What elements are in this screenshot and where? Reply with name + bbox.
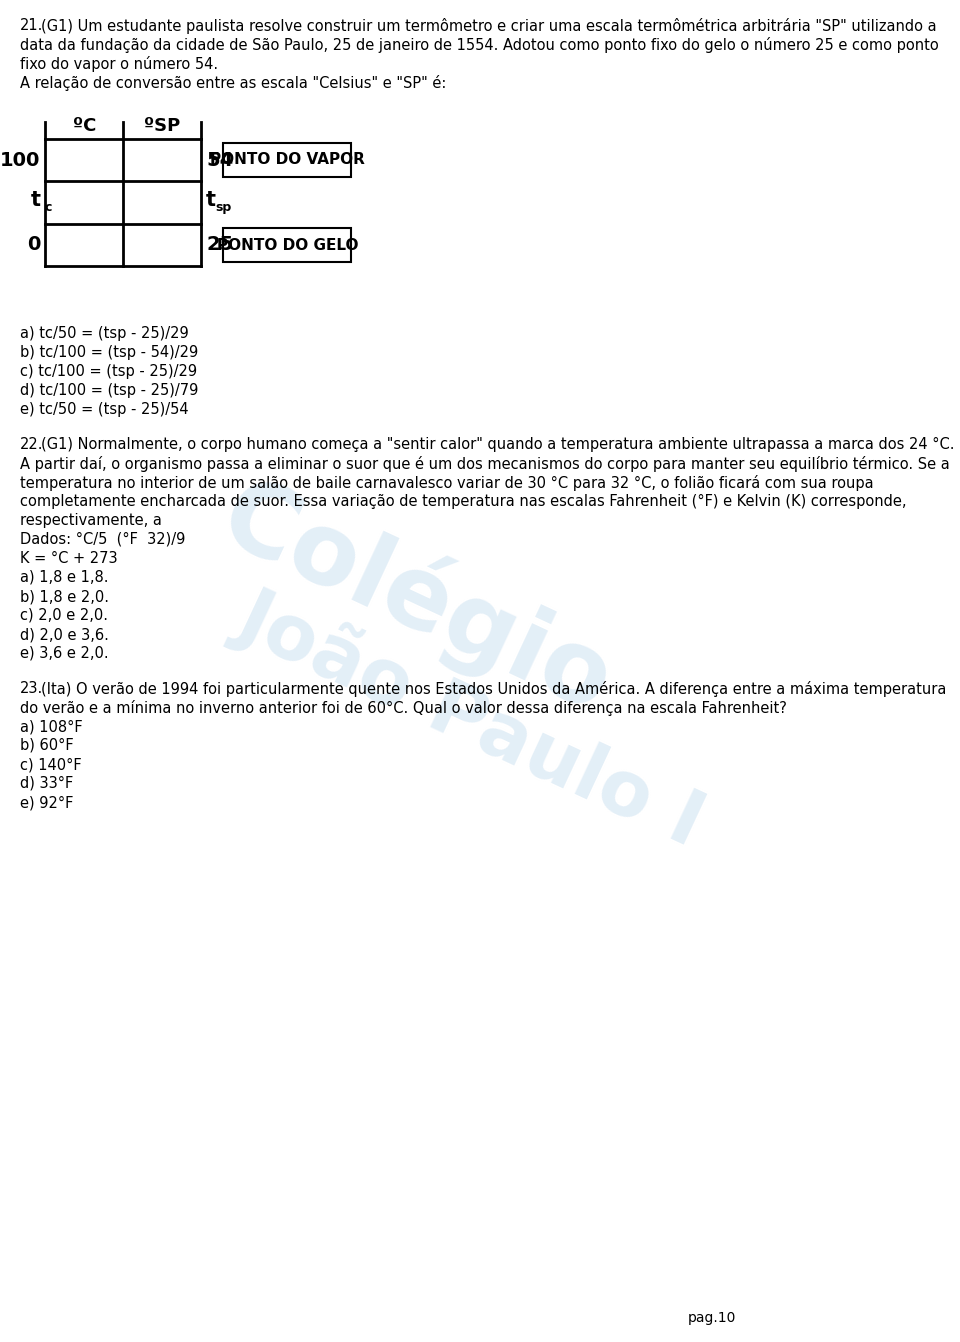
Text: 23.: 23.	[19, 680, 43, 696]
Text: a) 108°F: a) 108°F	[19, 719, 83, 734]
Text: fixo do vapor o número 54.: fixo do vapor o número 54.	[19, 56, 218, 72]
Text: temperatura no interior de um salão de baile carnavalesco variar de 30 °C para 3: temperatura no interior de um salão de b…	[19, 475, 874, 491]
Text: 0: 0	[27, 235, 40, 255]
Text: e) 92°F: e) 92°F	[19, 794, 73, 811]
Text: b) 60°F: b) 60°F	[19, 738, 73, 753]
Text: (G1) Normalmente, o corpo humano começa a "sentir calor" quando a temperatura am: (G1) Normalmente, o corpo humano começa …	[41, 437, 955, 452]
Text: do verão e a mínima no inverno anterior foi de 60°C. Qual o valor dessa diferenç: do verão e a mínima no inverno anterior …	[19, 701, 786, 717]
Text: Colégio: Colégio	[204, 466, 628, 735]
Text: 100: 100	[0, 150, 40, 169]
Text: ºC: ºC	[73, 117, 96, 136]
Text: PONTO DO GELO: PONTO DO GELO	[217, 238, 358, 252]
Text: c: c	[44, 201, 52, 213]
Text: PONTO DO VAPOR: PONTO DO VAPOR	[210, 153, 365, 168]
Text: d) 33°F: d) 33°F	[19, 776, 73, 790]
Text: t: t	[206, 189, 216, 209]
Text: K = °C + 273: K = °C + 273	[19, 552, 117, 566]
Text: completamente encharcada de suor. Essa variação de temperatura nas escalas Fahre: completamente encharcada de suor. Essa v…	[19, 494, 906, 509]
Text: 25: 25	[206, 235, 233, 255]
FancyBboxPatch shape	[224, 228, 351, 262]
Text: c) 2,0 e 2,0.: c) 2,0 e 2,0.	[19, 608, 108, 623]
Text: a) 1,8 e 1,8.: a) 1,8 e 1,8.	[19, 570, 108, 585]
Text: A partir daí, o organismo passa a eliminar o suor que é um dos mecanismos do cor: A partir daí, o organismo passa a elimin…	[19, 456, 949, 472]
Text: 54: 54	[206, 150, 233, 169]
Text: d) tc/100 = (tsp - 25)/79: d) tc/100 = (tsp - 25)/79	[19, 382, 198, 399]
Text: 21.: 21.	[19, 17, 43, 34]
Text: ºSP: ºSP	[144, 117, 180, 136]
Text: (Ita) O verão de 1994 foi particularmente quente nos Estados Unidos da América. : (Ita) O verão de 1994 foi particularment…	[41, 680, 947, 696]
Text: e) tc/50 = (tsp - 25)/54: e) tc/50 = (tsp - 25)/54	[19, 403, 188, 417]
Text: respectivamente, a: respectivamente, a	[19, 513, 161, 527]
Text: sp: sp	[215, 201, 231, 213]
Text: t: t	[31, 189, 40, 209]
Text: (G1) Um estudante paulista resolve construir um termômetro e criar uma escala te: (G1) Um estudante paulista resolve const…	[41, 17, 937, 34]
Text: c) tc/100 = (tsp - 25)/29: c) tc/100 = (tsp - 25)/29	[19, 364, 197, 378]
Text: b) tc/100 = (tsp - 54)/29: b) tc/100 = (tsp - 54)/29	[19, 345, 198, 360]
Text: João Paulo I: João Paulo I	[227, 580, 715, 860]
Text: a) tc/50 = (tsp - 25)/29: a) tc/50 = (tsp - 25)/29	[19, 326, 188, 341]
Text: b) 1,8 e 2,0.: b) 1,8 e 2,0.	[19, 589, 108, 604]
Text: A relação de conversão entre as escala "Celsius" e "SP" é:: A relação de conversão entre as escala "…	[19, 75, 446, 91]
FancyBboxPatch shape	[224, 144, 351, 177]
Text: d) 2,0 e 3,6.: d) 2,0 e 3,6.	[19, 627, 108, 641]
Text: pag.10: pag.10	[687, 1311, 736, 1325]
Text: 22.: 22.	[19, 437, 43, 452]
Text: Dados: °C/5  (°F  32)/9: Dados: °C/5 (°F 32)/9	[19, 531, 185, 548]
Text: e) 3,6 e 2,0.: e) 3,6 e 2,0.	[19, 646, 108, 662]
Text: c) 140°F: c) 140°F	[19, 757, 82, 772]
Text: data da fundação da cidade de São Paulo, 25 de janeiro de 1554. Adotou como pont: data da fundação da cidade de São Paulo,…	[19, 38, 938, 52]
